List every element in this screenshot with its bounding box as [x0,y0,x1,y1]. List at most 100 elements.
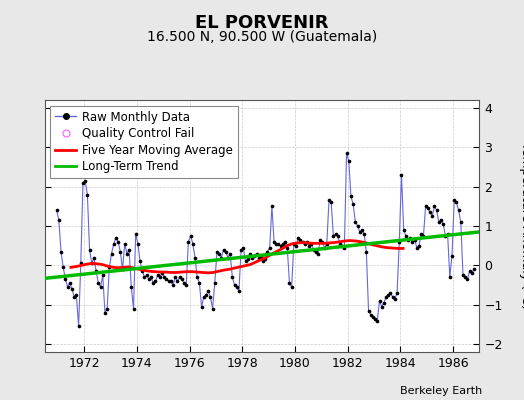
Point [305,242,313,249]
Point [318,238,326,245]
Point [312,248,320,255]
Point [257,252,265,259]
Point [362,248,370,255]
Point [327,199,335,206]
Point [399,227,408,233]
Point [413,244,421,251]
Point [367,311,375,318]
Point [143,272,151,278]
Point [467,270,476,276]
Point [246,250,254,257]
Point [406,235,414,241]
Point [292,242,300,249]
Point [180,280,188,286]
Point [384,292,392,298]
Point [391,296,399,302]
Point [81,178,90,184]
Point [85,246,94,253]
Point [263,248,271,255]
Point [314,250,322,257]
Point [303,238,311,245]
Point [371,315,379,322]
Point [52,207,61,214]
Text: Berkeley Earth: Berkeley Earth [400,386,482,396]
Point [347,193,355,200]
Point [171,274,179,280]
Point [277,242,285,249]
Point [105,264,114,270]
Point [369,313,377,320]
Point [397,172,406,178]
Point [70,294,79,300]
Point [191,254,199,261]
Point [195,280,204,286]
Point [377,304,386,310]
Point [169,282,177,288]
Point [57,248,65,255]
Point [465,268,474,274]
Point [136,258,144,265]
Point [158,270,166,276]
Point [364,308,373,314]
Point [294,235,302,241]
Point [272,240,280,247]
Point [160,274,168,280]
Point [110,240,118,247]
Point [404,236,412,243]
Point [463,276,472,282]
Point [59,264,68,270]
Point [342,150,351,156]
Point [206,294,215,300]
Point [417,231,425,237]
Point [259,258,267,265]
Point [454,207,463,214]
Point [402,233,410,239]
Point [382,294,390,300]
Point [147,274,155,280]
Point [345,158,353,164]
Point [439,221,447,227]
Point [224,254,232,261]
Point [116,248,125,255]
Point [430,203,439,210]
Point [145,276,153,282]
Point [77,260,85,267]
Point [388,294,397,300]
Point [140,274,149,280]
Point [189,240,197,247]
Point [63,284,72,290]
Point [358,227,366,233]
Point [461,274,470,280]
Y-axis label: Temperature Anomaly (°C): Temperature Anomaly (°C) [519,142,524,310]
Point [338,242,346,249]
Point [209,306,217,312]
Point [200,294,208,300]
Point [68,286,76,292]
Point [421,203,430,210]
Point [162,276,171,282]
Point [204,288,212,294]
Point [415,242,423,249]
Point [445,274,454,280]
Text: 16.500 N, 90.500 W (Guatemala): 16.500 N, 90.500 W (Guatemala) [147,30,377,44]
Point [441,233,450,239]
Point [233,284,241,290]
Point [154,272,162,278]
Point [340,244,348,251]
Point [127,284,136,290]
Point [83,191,92,198]
Point [74,323,83,330]
Point [266,244,274,251]
Point [316,236,324,243]
Point [288,284,296,290]
Point [176,274,184,280]
Point [129,306,138,312]
Point [114,238,122,245]
Point [244,256,252,263]
Point [198,304,206,310]
Point [118,266,127,272]
Point [242,258,250,265]
Point [452,199,461,206]
Point [226,250,234,257]
Point [96,284,105,290]
